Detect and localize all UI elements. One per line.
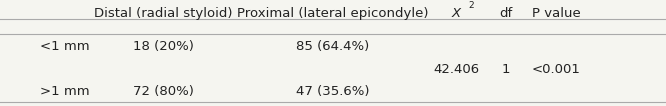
Text: Proximal (lateral epicondyle): Proximal (lateral epicondyle)	[237, 7, 429, 20]
Text: 85 (64.4%): 85 (64.4%)	[296, 40, 370, 53]
Text: 47 (35.6%): 47 (35.6%)	[296, 85, 370, 98]
Text: 1: 1	[502, 63, 510, 76]
Text: P value: P value	[531, 7, 581, 20]
Text: <1 mm: <1 mm	[40, 40, 90, 53]
Text: X: X	[452, 7, 461, 20]
Text: >1 mm: >1 mm	[40, 85, 90, 98]
Text: df: df	[500, 7, 513, 20]
Text: Distal (radial styloid): Distal (radial styloid)	[94, 7, 232, 20]
Text: 42.406: 42.406	[433, 63, 480, 76]
Text: <0.001: <0.001	[531, 63, 581, 76]
Text: 72 (80%): 72 (80%)	[133, 85, 194, 98]
Text: 18 (20%): 18 (20%)	[133, 40, 194, 53]
Text: 2: 2	[468, 1, 474, 10]
